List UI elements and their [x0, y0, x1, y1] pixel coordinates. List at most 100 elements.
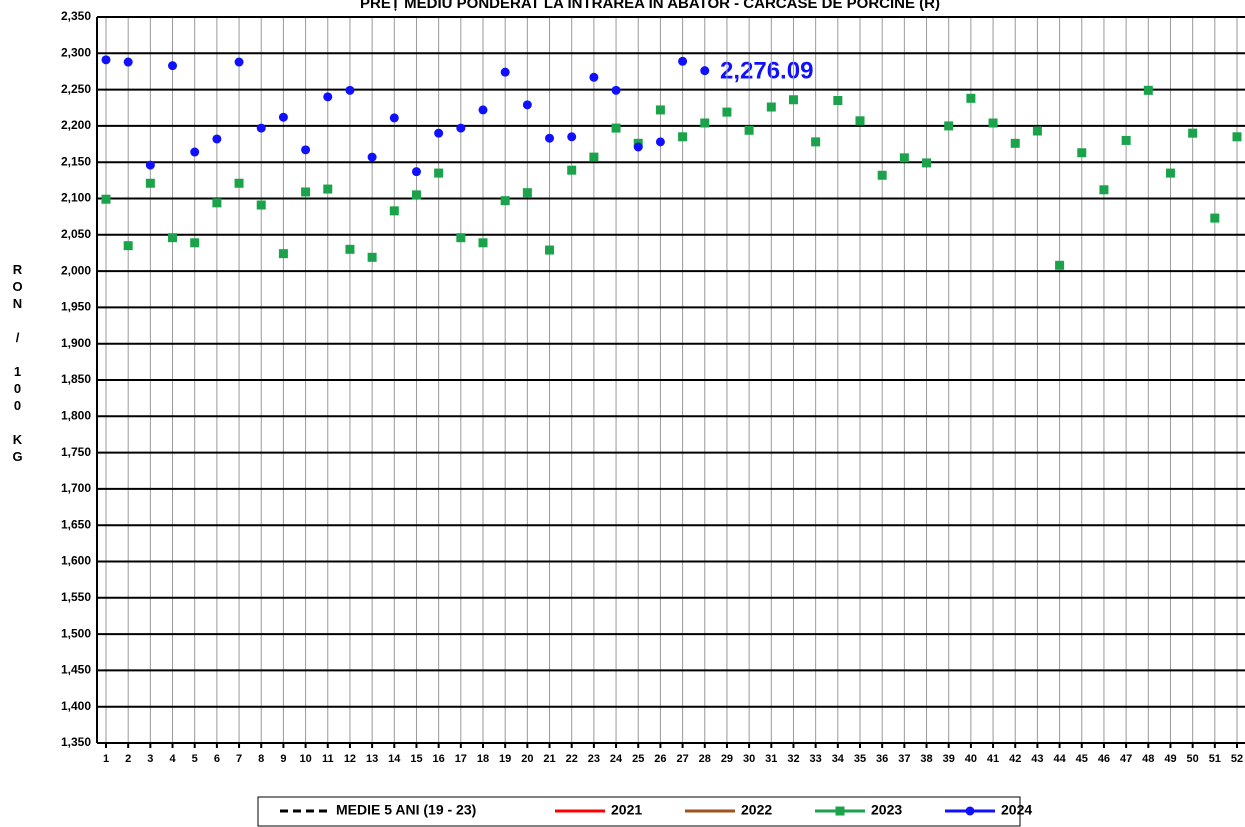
marker [522, 188, 532, 198]
x-tick-label: 44 [1053, 753, 1066, 765]
x-tick-label: 10 [299, 753, 311, 765]
x-tick-label: 43 [1031, 753, 1043, 765]
marker [456, 123, 466, 133]
marker [168, 233, 178, 243]
x-tick-label: 50 [1187, 753, 1199, 765]
marker [722, 107, 732, 117]
annotation: 2,276.09 [720, 57, 813, 84]
marker [190, 238, 200, 248]
legend-label: 2024 [1001, 802, 1032, 818]
y-tick-label: 2,050 [61, 227, 91, 241]
x-tick-label: 45 [1076, 753, 1088, 765]
x-tick-label: 32 [787, 753, 799, 765]
y-tick-label: 1,650 [61, 517, 91, 531]
marker [345, 85, 355, 95]
legend-label: 2022 [741, 802, 772, 818]
x-tick-label: 48 [1142, 753, 1154, 765]
marker [389, 113, 399, 123]
marker [278, 112, 288, 122]
marker [145, 178, 155, 188]
marker [168, 61, 178, 71]
x-tick-label: 21 [543, 753, 555, 765]
x-tick-label: 19 [499, 753, 511, 765]
marker [655, 105, 665, 115]
legend-label: MEDIE 5 ANI (19 - 23) [336, 802, 476, 818]
x-tick-label: 7 [236, 753, 242, 765]
marker [411, 190, 421, 200]
marker [478, 238, 488, 248]
marker [1055, 260, 1065, 270]
marker [877, 170, 887, 180]
y-tick-label: 1,900 [61, 336, 91, 350]
x-tick-label: 41 [987, 753, 999, 765]
y-tick-label: 1,500 [61, 626, 91, 640]
marker [1143, 85, 1153, 95]
marker [145, 160, 155, 170]
x-tick-label: 52 [1231, 753, 1243, 765]
x-tick-label: 18 [477, 753, 489, 765]
x-tick-label: 47 [1120, 753, 1132, 765]
marker [700, 118, 710, 128]
marker [966, 93, 976, 103]
x-tick-label: 46 [1098, 753, 1110, 765]
y-tick-label: 2,250 [61, 82, 91, 96]
x-tick-label: 36 [876, 753, 888, 765]
marker [212, 198, 222, 208]
marker [301, 145, 311, 155]
marker [1188, 128, 1198, 138]
marker [766, 102, 776, 112]
marker [1010, 138, 1020, 148]
x-tick-label: 26 [654, 753, 666, 765]
marker [1077, 148, 1087, 158]
marker [434, 168, 444, 178]
marker [456, 233, 466, 243]
legend-box [257, 796, 1021, 827]
chart-title: PREȚ MEDIU PONDERAT LA INTRAREA IN ABATO… [360, 0, 940, 12]
marker [545, 133, 555, 143]
x-tick-label: 39 [943, 753, 955, 765]
marker [1032, 126, 1042, 136]
marker [922, 158, 932, 168]
marker [678, 132, 688, 142]
x-tick-label: 1 [103, 753, 109, 765]
marker [1121, 135, 1131, 145]
marker [500, 196, 510, 206]
x-tick-label: 30 [743, 753, 755, 765]
marker [389, 206, 399, 216]
marker [278, 249, 288, 259]
x-tick-label: 14 [388, 753, 401, 765]
x-tick-label: 24 [610, 753, 623, 765]
x-tick-label: 3 [147, 753, 153, 765]
marker [744, 125, 754, 135]
marker [633, 142, 643, 152]
x-tick-label: 22 [566, 753, 578, 765]
y-tick-label: 2,150 [61, 154, 91, 168]
y-axis-label: RON / 100 KG [10, 262, 25, 466]
x-tick-label: 5 [192, 753, 198, 765]
legend-label: 2021 [611, 802, 642, 818]
x-tick-label: 51 [1209, 753, 1221, 765]
marker [1099, 185, 1109, 195]
marker [788, 95, 798, 105]
x-tick-label: 16 [433, 753, 445, 765]
marker [123, 57, 133, 67]
x-tick-label: 31 [765, 753, 777, 765]
marker [212, 134, 222, 144]
marker [234, 57, 244, 67]
x-tick-label: 2 [125, 753, 131, 765]
x-tick-label: 12 [344, 753, 356, 765]
y-tick-label: 2,100 [61, 191, 91, 205]
marker [478, 105, 488, 115]
marker [589, 72, 599, 82]
marker [811, 137, 821, 147]
y-tick-label: 2,000 [61, 263, 91, 277]
marker [367, 252, 377, 262]
x-tick-label: 25 [632, 753, 644, 765]
x-tick-label: 6 [214, 753, 220, 765]
marker [833, 95, 843, 105]
y-tick-label: 1,600 [61, 554, 91, 568]
marker [899, 153, 909, 163]
y-tick-label: 2,200 [61, 118, 91, 132]
